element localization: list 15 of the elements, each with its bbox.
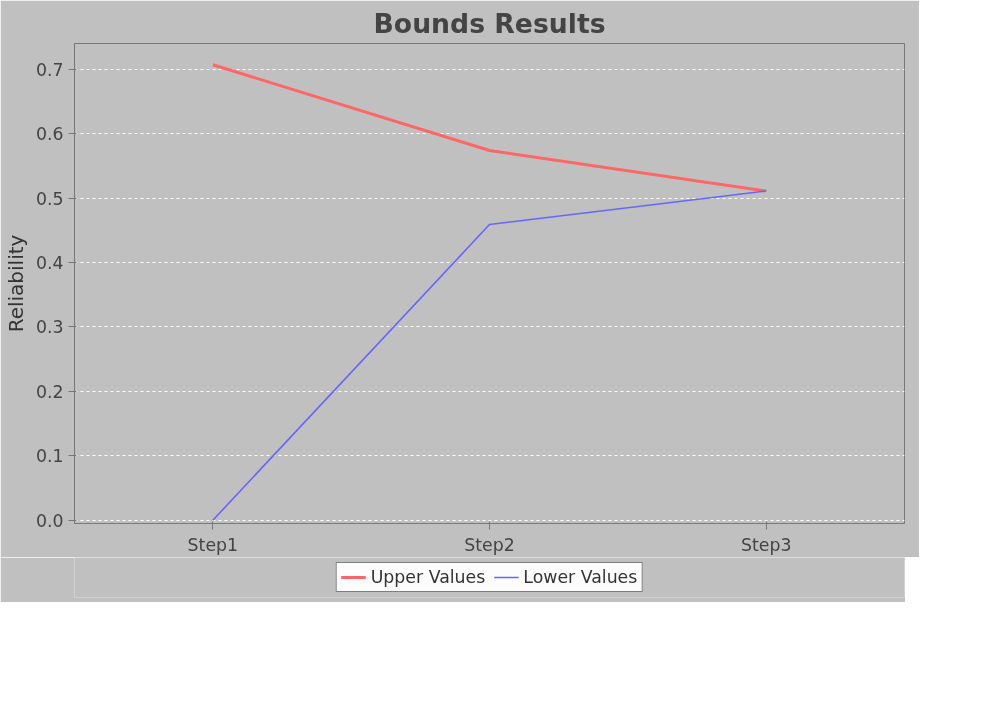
legend-label: Upper Values: [370, 567, 486, 587]
legend-label: Lower Values: [523, 567, 638, 587]
y-axis-title: Reliability: [3, 234, 28, 333]
x-tick-label: Step3: [740, 534, 792, 555]
y-tick-label: 0.0: [35, 510, 64, 531]
y-tick-label: 0.5: [35, 188, 64, 209]
x-tick-label: Step1: [187, 534, 239, 555]
chart-title: Bounds Results: [373, 7, 606, 39]
x-tick-label: Step2: [464, 534, 515, 555]
y-tick-label: 0.1: [35, 446, 64, 467]
y-tick-label: 0.6: [35, 124, 64, 145]
y-tick-label: 0.4: [35, 253, 64, 274]
y-tick-label: 0.7: [35, 59, 64, 80]
y-tick-label: 0.2: [35, 381, 64, 402]
y-tick-label: 0.3: [35, 317, 64, 338]
